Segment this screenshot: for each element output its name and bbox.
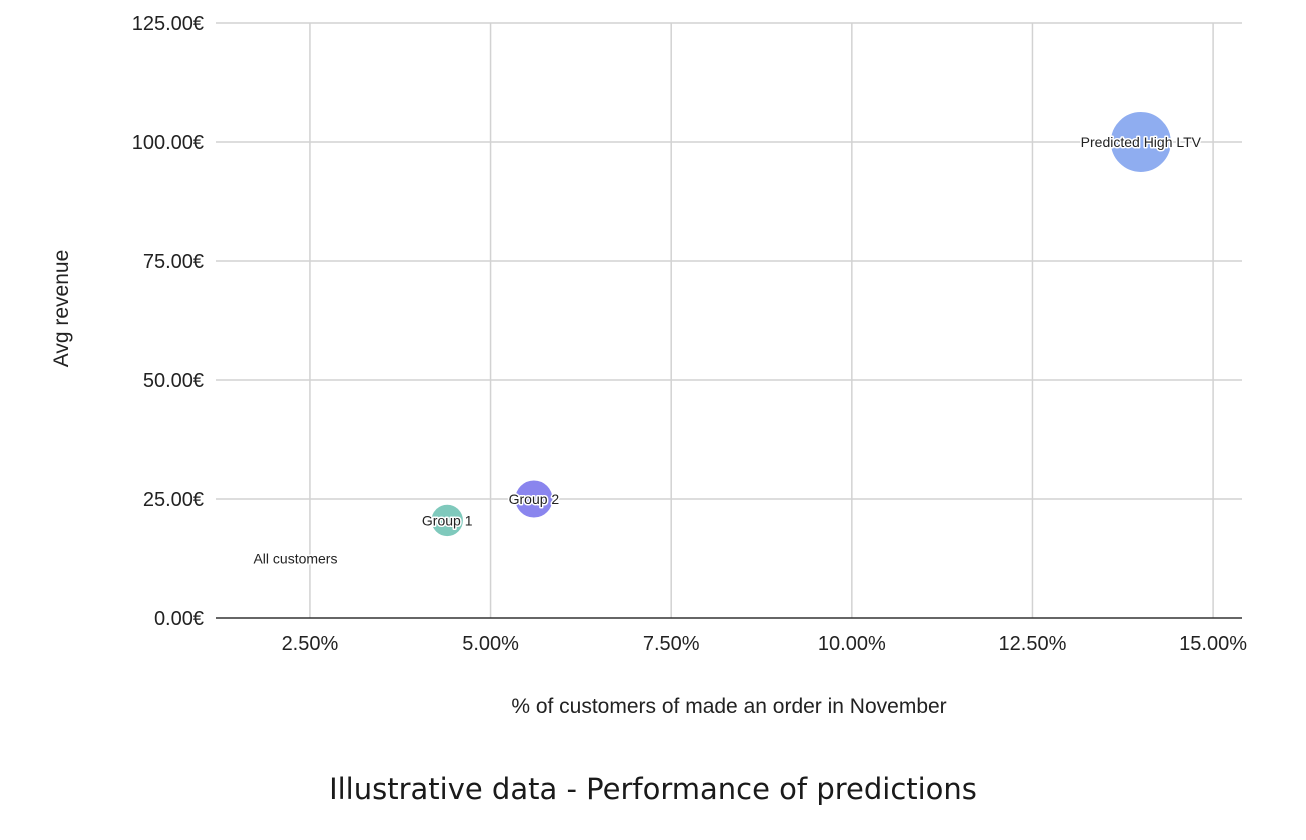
x-tick-label: 10.00% — [818, 633, 886, 655]
figure-caption: Illustrative data - Performance of predi… — [329, 772, 977, 806]
bubble — [1109, 111, 1172, 173]
y-tick-label: 50.00€ — [143, 370, 204, 392]
bubble-chart: 0.00€ 25.00€ 50.00€ 75.00€ 100.00€ 125.00€ 2.5… — [50, 13, 1248, 718]
grid-lines — [216, 22, 1242, 618]
x-tick-label: 15.00% — [1179, 633, 1247, 655]
bubble-label: Group 1 — [422, 512, 473, 528]
y-tick-label: 0.00€ — [154, 608, 204, 630]
bubble-label: Predicted High LTV — [1081, 134, 1202, 150]
bubble — [430, 503, 464, 538]
labels: 0.00€ 25.00€ 50.00€ 75.00€ 100.00€ 125.00€ 2.5… — [132, 13, 1248, 655]
y-tick-label: 125.00€ — [132, 13, 204, 35]
y-axis-title: Avg revenue — [50, 250, 73, 368]
bubbles — [430, 111, 1172, 538]
bubble — [514, 479, 554, 519]
x-tick-label: 7.50% — [643, 633, 700, 655]
bubble-label: Group 2 — [509, 491, 560, 507]
x-tick-label: 2.50% — [282, 633, 339, 655]
bubble-label: All customers — [253, 551, 337, 567]
x-axis-title: % of customers of made an order in Novem… — [511, 695, 946, 718]
y-tick-label: 75.00€ — [143, 251, 204, 273]
y-tick-label: 100.00€ — [132, 132, 204, 154]
y-tick-label: 25.00€ — [143, 489, 204, 511]
x-tick-label: 12.50% — [999, 633, 1067, 655]
x-tick-label: 5.00% — [462, 633, 519, 655]
